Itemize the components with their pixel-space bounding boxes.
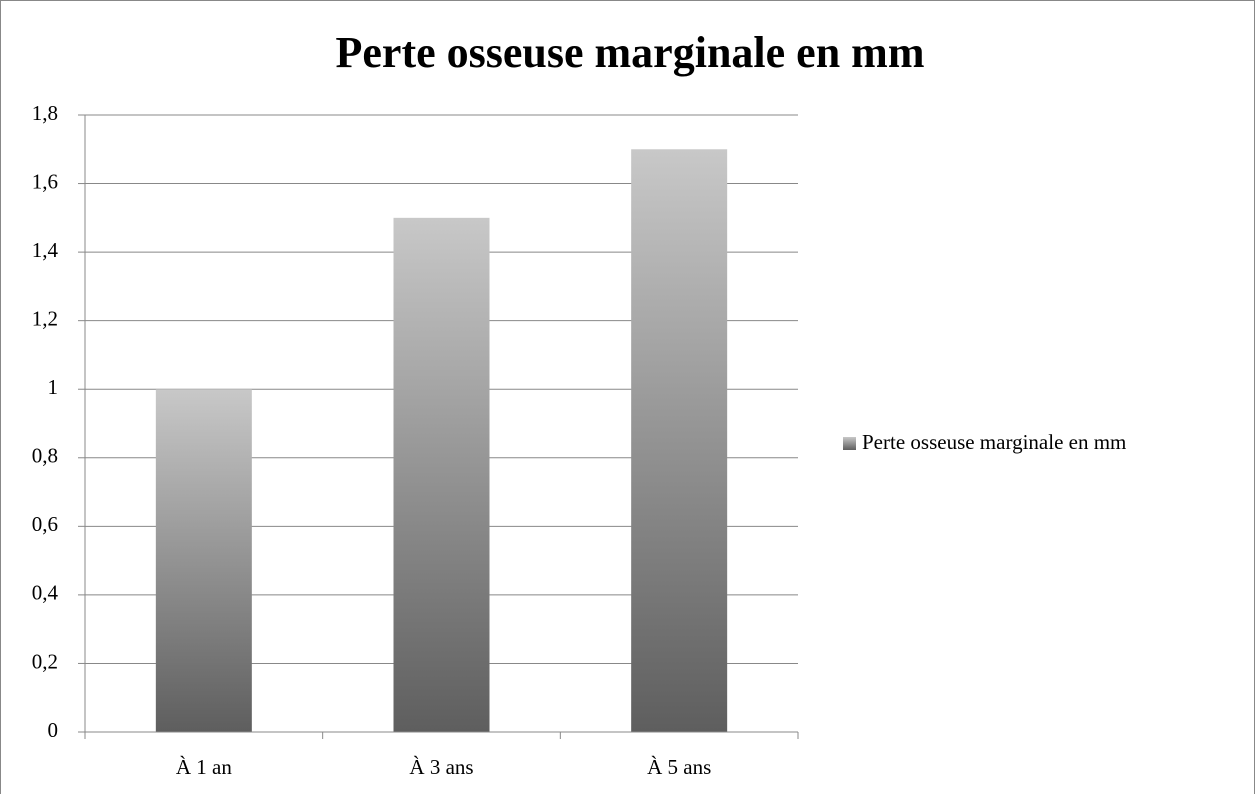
y-tick-label: 0,6 — [32, 512, 58, 536]
x-tick-label: À 1 an — [176, 755, 232, 779]
y-tick-label: 0,2 — [32, 649, 58, 673]
y-tick-label: 1,8 — [32, 101, 58, 125]
x-tick-label: À 5 ans — [647, 755, 711, 779]
x-tick-label: À 3 ans — [409, 755, 473, 779]
bar — [393, 217, 490, 733]
chart-title: Perte osseuse marginale en mm — [336, 28, 925, 77]
y-tick-label: 1,4 — [32, 238, 59, 262]
legend-label: Perte osseuse marginale en mm — [862, 430, 1126, 454]
y-tick-label: 1 — [48, 375, 59, 399]
y-tick-label: 1,6 — [32, 169, 58, 193]
bar — [155, 389, 252, 732]
y-tick-label: 1,2 — [32, 306, 58, 330]
bar — [631, 149, 728, 732]
y-tick-label: 0,4 — [32, 581, 59, 605]
y-tick-label: 0 — [48, 718, 59, 742]
y-tick-label: 0,8 — [32, 444, 58, 468]
legend-swatch — [843, 437, 856, 450]
